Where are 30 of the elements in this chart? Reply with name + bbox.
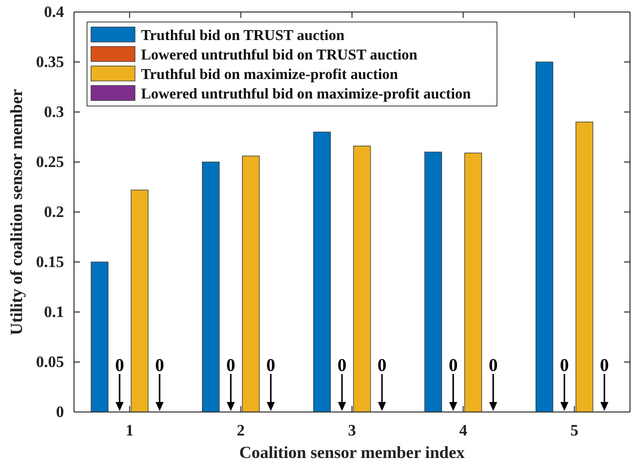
annotation: 0 — [266, 355, 276, 375]
y-tick-label: 0 — [56, 404, 64, 422]
annotation: 0 — [155, 355, 164, 375]
y-tick-label: 0.05 — [36, 354, 64, 372]
x-tick-label: 2 — [236, 422, 245, 440]
x-tick-label: 5 — [570, 422, 578, 440]
y-tick-label: 0.3 — [44, 104, 64, 122]
legend-label: Lowered untruthful bid on maximize-profit auction — [141, 86, 472, 102]
annotation: 0 — [448, 355, 458, 375]
annotation: 0 — [600, 355, 609, 375]
y-tick-label: 0.25 — [36, 154, 64, 172]
x-tick-label: 4 — [459, 422, 468, 440]
legend-label: Lowered untruthful bid on TRUST auction — [141, 48, 418, 64]
y-tick-label: 0.4 — [44, 4, 64, 22]
y-tick-label: 0.2 — [44, 204, 64, 222]
annotation: 0 — [115, 355, 124, 375]
x-tick-label: 1 — [126, 422, 134, 440]
legend-label: Truthful bid on TRUST auction — [141, 28, 346, 44]
y-tick-label: 0.35 — [36, 54, 64, 72]
x-tick-label: 3 — [348, 422, 356, 440]
annotation: 0 — [488, 355, 498, 375]
y-axis-title: Utility of coalition sensor member — [7, 88, 26, 336]
y-tick-label: 0.15 — [36, 254, 64, 272]
annotation: 0 — [378, 355, 386, 375]
legend-label: Truthful bid on maximize-profit auction — [141, 67, 399, 83]
x-axis-title: Coalition sensor member index — [239, 443, 466, 462]
annotation: 0 — [226, 355, 236, 375]
y-tick-label: 0.1 — [44, 304, 64, 322]
annotation: 0 — [338, 355, 346, 375]
annotation: 0 — [560, 355, 569, 375]
